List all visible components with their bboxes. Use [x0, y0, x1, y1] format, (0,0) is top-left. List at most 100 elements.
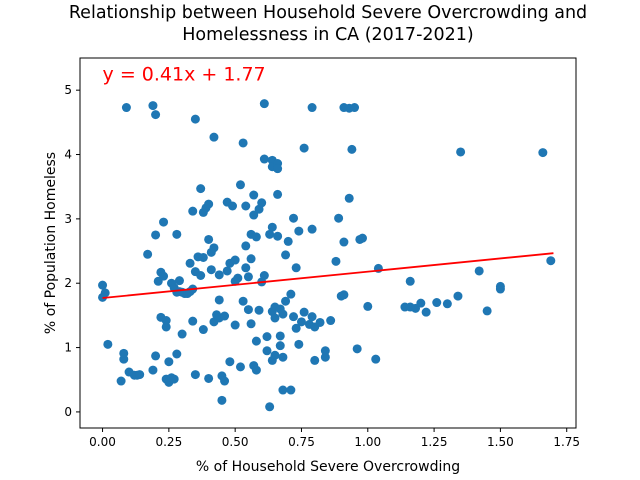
y-tick-label-2: 2	[64, 276, 72, 290]
data-point-90	[225, 357, 235, 367]
data-point-124	[267, 222, 277, 232]
data-point-167	[363, 301, 373, 311]
data-point-146	[294, 226, 304, 236]
regression-layer	[102, 252, 554, 299]
data-point-114	[254, 305, 264, 315]
y-tick-label-4: 4	[64, 148, 72, 162]
data-point-24	[116, 376, 126, 386]
data-point-30	[135, 370, 145, 380]
data-point-93	[230, 255, 240, 265]
data-point-121	[265, 402, 275, 412]
data-point-44	[164, 357, 174, 367]
regression-line	[102, 252, 554, 299]
data-point-6	[307, 103, 317, 113]
data-point-136	[281, 296, 291, 306]
data-point-134	[278, 309, 288, 319]
data-point-76	[206, 265, 216, 275]
data-point-99	[241, 263, 251, 273]
x-tick-label-0: 0.00	[89, 435, 116, 449]
x-tick-label-3: 0.75	[288, 435, 315, 449]
data-point-40	[161, 322, 171, 332]
data-point-135	[278, 352, 288, 362]
data-point-96	[235, 180, 245, 190]
y-axis-label: % of Population Homeless	[43, 152, 59, 334]
data-point-128	[273, 231, 283, 241]
x-axis-label: % of Household Severe Overcrowding	[196, 459, 460, 475]
data-point-74	[204, 373, 214, 383]
data-point-80	[214, 295, 224, 305]
data-point-66	[196, 184, 206, 194]
scatter-points	[98, 99, 556, 412]
data-point-72	[204, 199, 214, 209]
data-point-55	[177, 329, 187, 339]
data-point-120	[265, 229, 275, 239]
data-point-142	[289, 213, 299, 223]
data-point-52	[174, 276, 184, 286]
data-point-81	[214, 270, 224, 280]
data-point-63	[190, 370, 200, 380]
data-point-2	[151, 110, 161, 120]
data-point-144	[291, 323, 301, 333]
data-point-38	[159, 217, 169, 227]
data-point-3	[190, 114, 200, 124]
data-point-102	[243, 305, 253, 315]
data-point-139	[286, 289, 296, 299]
data-point-100	[241, 201, 251, 211]
data-point-110	[251, 336, 261, 346]
data-point-62	[188, 316, 198, 326]
data-point-183	[546, 256, 556, 266]
data-point-104	[246, 254, 256, 264]
data-point-157	[326, 316, 336, 326]
data-point-60	[188, 206, 198, 216]
data-point-178	[453, 291, 463, 301]
data-point-4	[209, 132, 219, 142]
data-point-180	[482, 306, 492, 316]
regression-equation-label: y = 0.41x + 1.77	[103, 64, 266, 86]
x-tick-label-1: 0.25	[155, 435, 182, 449]
data-point-155	[320, 352, 330, 362]
data-point-73	[204, 234, 214, 244]
plot-area-frame	[79, 57, 577, 429]
y-tick-label-5: 5	[64, 83, 72, 97]
x-tick-label-7: 1.75	[553, 435, 580, 449]
data-point-130	[275, 341, 285, 351]
chart-title-line-2: Homelessness in CA (2017-2021)	[182, 25, 474, 45]
data-point-116	[257, 198, 267, 208]
data-point-158	[331, 256, 341, 266]
data-point-162	[339, 290, 349, 300]
data-point-176	[432, 298, 442, 308]
data-point-49	[172, 229, 182, 239]
data-point-17	[347, 144, 357, 154]
data-point-166	[357, 233, 367, 243]
data-point-156	[320, 346, 330, 356]
data-point-67	[196, 270, 206, 280]
data-point-105	[246, 319, 256, 329]
data-point-26	[119, 348, 129, 358]
data-point-153	[310, 355, 320, 365]
data-point-131	[275, 331, 285, 341]
data-point-140	[286, 385, 296, 395]
data-point-98	[238, 296, 248, 306]
data-point-23	[103, 339, 113, 349]
data-point-137	[281, 250, 291, 260]
data-point-148	[299, 307, 309, 317]
data-point-164	[352, 344, 362, 354]
y-tick-label-3: 3	[64, 212, 72, 226]
data-point-118	[262, 332, 272, 342]
data-point-19	[538, 148, 548, 158]
data-point-20	[98, 280, 108, 290]
x-tick-label-5: 1.25	[421, 435, 448, 449]
data-point-143	[291, 263, 301, 273]
data-point-179	[474, 266, 484, 276]
data-point-133	[278, 385, 288, 395]
data-point-31	[143, 249, 153, 259]
data-point-86	[220, 311, 230, 321]
data-point-97	[235, 362, 245, 372]
data-point-172	[405, 276, 415, 286]
data-point-175	[421, 307, 431, 317]
data-point-126	[270, 350, 280, 360]
data-point-107	[249, 190, 259, 200]
data-point-33	[151, 351, 161, 361]
data-point-159	[334, 213, 344, 223]
